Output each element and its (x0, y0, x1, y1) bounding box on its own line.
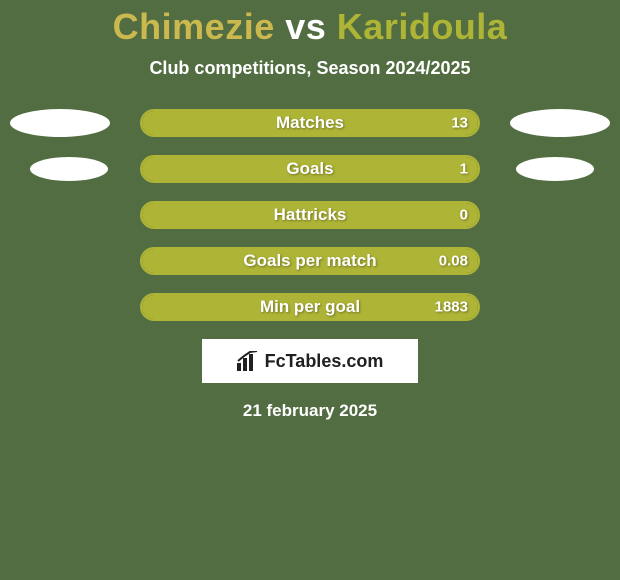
stat-right-value: 0.08 (439, 253, 468, 270)
stat-bar: Goals 1 (140, 155, 480, 183)
provider-logo: FcTables.com (202, 339, 418, 383)
comparison-infographic: Chimezie vs Karidoula Club competitions,… (0, 0, 620, 580)
stat-bar: Min per goal 1883 (140, 293, 480, 321)
stat-bar: Matches 13 (140, 109, 480, 137)
stat-row: Matches 13 (0, 109, 620, 137)
stat-label: Goals (286, 159, 333, 179)
stat-label: Matches (276, 113, 344, 133)
stat-row: Goals per match 0.08 (0, 247, 620, 275)
right-value-oval (510, 109, 610, 137)
subtitle: Club competitions, Season 2024/2025 (149, 58, 470, 79)
title-player1: Chimezie (113, 6, 275, 47)
stats-chart: Matches 13 Goals 1 Hattricks 0 Goals per match… (0, 109, 620, 321)
page-title: Chimezie vs Karidoula (113, 6, 508, 48)
title-vs: vs (285, 6, 326, 47)
stat-right-value: 0 (460, 207, 468, 224)
stat-label: Goals per match (243, 251, 376, 271)
snapshot-date: 21 february 2025 (243, 401, 377, 421)
stat-bar: Hattricks 0 (140, 201, 480, 229)
left-value-oval (30, 157, 108, 181)
title-player2: Karidoula (337, 6, 508, 47)
stat-right-value: 1883 (435, 299, 468, 316)
stat-right-value: 1 (460, 161, 468, 178)
left-value-oval (10, 109, 110, 137)
stat-row: Hattricks 0 (0, 201, 620, 229)
stat-row: Goals 1 (0, 155, 620, 183)
provider-logo-text: FcTables.com (265, 351, 384, 372)
stat-bar: Goals per match 0.08 (140, 247, 480, 275)
bar-chart-icon (237, 351, 259, 371)
stat-right-value: 13 (451, 115, 468, 132)
stat-label: Min per goal (260, 297, 360, 317)
stat-label: Hattricks (274, 205, 347, 225)
stat-row: Min per goal 1883 (0, 293, 620, 321)
right-value-oval (516, 157, 594, 181)
